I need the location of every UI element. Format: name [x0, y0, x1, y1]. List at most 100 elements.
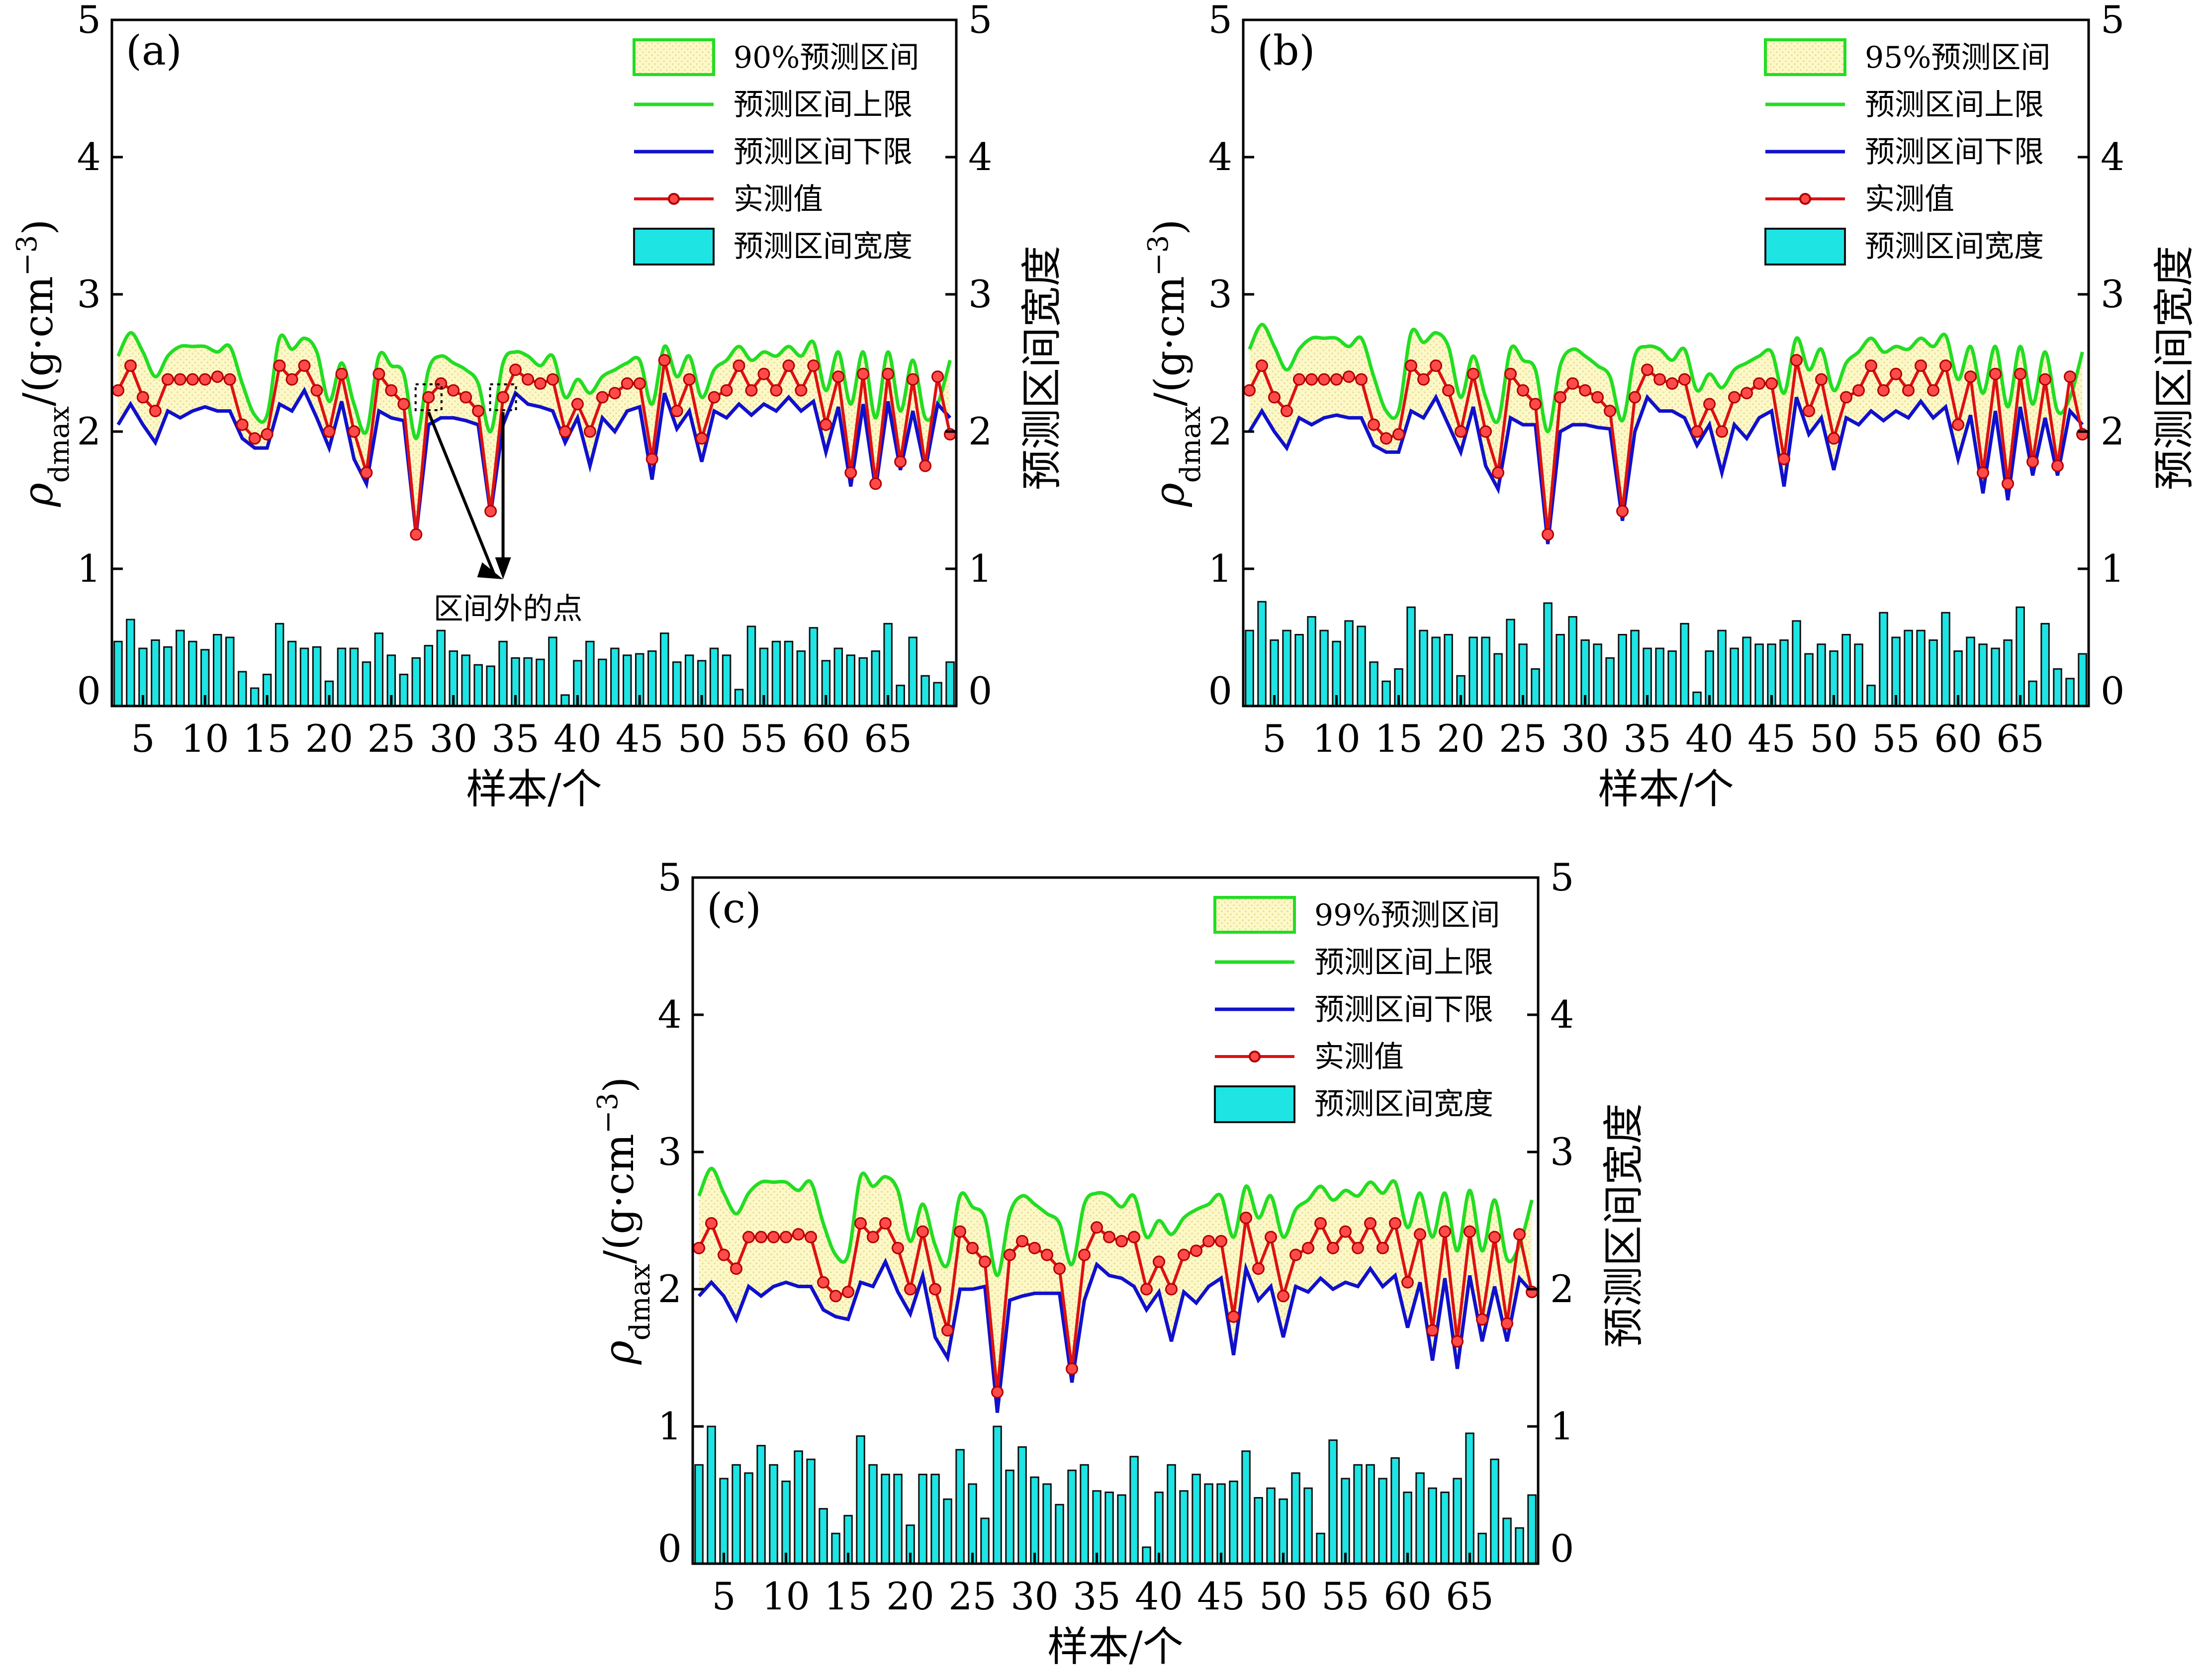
measured-point [832, 370, 845, 383]
width-bar [126, 619, 135, 707]
panel-b-y-title-close: ) [1146, 219, 1194, 235]
width-bar [176, 629, 185, 707]
measured-point [522, 373, 534, 386]
width-bar [1415, 1472, 1425, 1565]
x-tick-label: 10 [1312, 716, 1361, 761]
x-tick-label: 15 [1375, 716, 1423, 761]
width-bar [188, 640, 197, 707]
width-bar [1465, 1432, 1474, 1565]
width-bar [1527, 1494, 1537, 1565]
panel-c-x-axis-title: 样本/个 [1047, 1623, 1184, 1671]
panel-a-outlier-box-1 [414, 383, 443, 411]
width-bar [746, 625, 756, 707]
width-bar [893, 1474, 903, 1565]
width-bar [424, 645, 433, 707]
measured-point [1178, 1248, 1190, 1261]
y-tick-label: 5 [77, 0, 101, 42]
measured-point [882, 367, 895, 380]
width-bar [1431, 636, 1441, 707]
measured-point [1492, 466, 1504, 479]
x-tick-label: 40 [1685, 716, 1734, 761]
measured-point [1517, 384, 1529, 397]
measured-point [907, 373, 919, 386]
y2-tick-label: 2 [968, 409, 992, 453]
y-tick-label: 0 [658, 1526, 682, 1571]
measured-point [817, 1276, 829, 1289]
x-tick-label: 40 [553, 716, 602, 761]
measured-point [1377, 1241, 1389, 1254]
panel-a-x-axis-title: 样本/个 [466, 766, 602, 813]
measured-point [1252, 1262, 1265, 1275]
measured-point [869, 477, 882, 490]
width-bar [349, 647, 359, 707]
x-tick-label: 65 [864, 716, 912, 761]
width-bar [585, 640, 595, 707]
panel-c-upper-line [697, 1166, 1534, 1277]
width-bar [225, 636, 235, 707]
width-bar [796, 650, 806, 707]
width-bar [1506, 619, 1515, 707]
width-bar [846, 654, 855, 707]
measured-point [670, 405, 683, 418]
measured-point [705, 1217, 718, 1230]
measured-point [1016, 1235, 1028, 1247]
measured-point [1268, 391, 1281, 404]
width-bar [461, 654, 470, 707]
width-bar [1854, 643, 1863, 707]
panel-a-y-title-unit: /(g·cm [15, 276, 62, 406]
measured-point [1256, 359, 1268, 372]
width-bar [113, 640, 123, 707]
measured-point [310, 384, 323, 397]
measured-point [782, 359, 795, 372]
measured-point [1414, 1228, 1426, 1241]
panel-b-legend-lower-label: 预测区间下限 [1865, 135, 2044, 170]
panel-b-label: (b) [1257, 27, 1315, 75]
width-bar [1477, 1532, 1487, 1565]
width-bar [781, 1480, 791, 1565]
x-tick-label: 5 [131, 716, 155, 761]
measured-point [1790, 354, 1803, 366]
width-bar [1841, 634, 1851, 707]
panel-b-y-axis-title: ρdmax/(g·cm−3) [1142, 219, 1207, 508]
measured-point [1430, 359, 1442, 372]
width-bar [1941, 612, 1950, 707]
width-bar [598, 658, 607, 707]
measured-point [1215, 1235, 1227, 1247]
x-tick-label: 15 [824, 1574, 872, 1618]
x-tick-label: 30 [1010, 1574, 1059, 1618]
y2-tick-label: 0 [968, 669, 992, 713]
measured-point [1865, 359, 1877, 372]
measured-point [1542, 528, 1554, 541]
measured-point [1566, 377, 1579, 390]
x-tick-label: 20 [1437, 716, 1485, 761]
width-bar [1291, 1472, 1300, 1565]
width-bar [2040, 622, 2050, 707]
measured-point [1616, 505, 1629, 518]
measured-point [1501, 1317, 1513, 1330]
measured-point [1281, 405, 1293, 418]
measured-point [1004, 1248, 1016, 1261]
measured-point [1293, 373, 1305, 386]
measured-point [1666, 377, 1678, 390]
width-bar [771, 640, 781, 707]
width-bar [1366, 1464, 1375, 1565]
panel-b-lower-line [1248, 393, 2084, 544]
width-bar [287, 640, 297, 707]
width-bar [1357, 625, 1366, 707]
x-tick-label: 40 [1135, 1574, 1183, 1618]
y-tick-label: 5 [658, 855, 682, 899]
measured-point [298, 359, 311, 372]
width-bar [623, 654, 632, 707]
measured-point [323, 425, 336, 438]
measured-point [422, 391, 435, 404]
y2-tick-label: 2 [1550, 1267, 1574, 1311]
width-bar [769, 1464, 778, 1565]
width-bar [1428, 1487, 1437, 1565]
measured-point [223, 373, 236, 386]
panel-b-legend-measured-marker [1799, 193, 1811, 205]
x-tick-label: 15 [243, 716, 291, 761]
width-bar [1378, 1478, 1387, 1565]
y2-tick-label: 0 [1550, 1526, 1574, 1571]
measured-point [484, 505, 497, 518]
y-tick-label: 1 [1208, 546, 1232, 591]
